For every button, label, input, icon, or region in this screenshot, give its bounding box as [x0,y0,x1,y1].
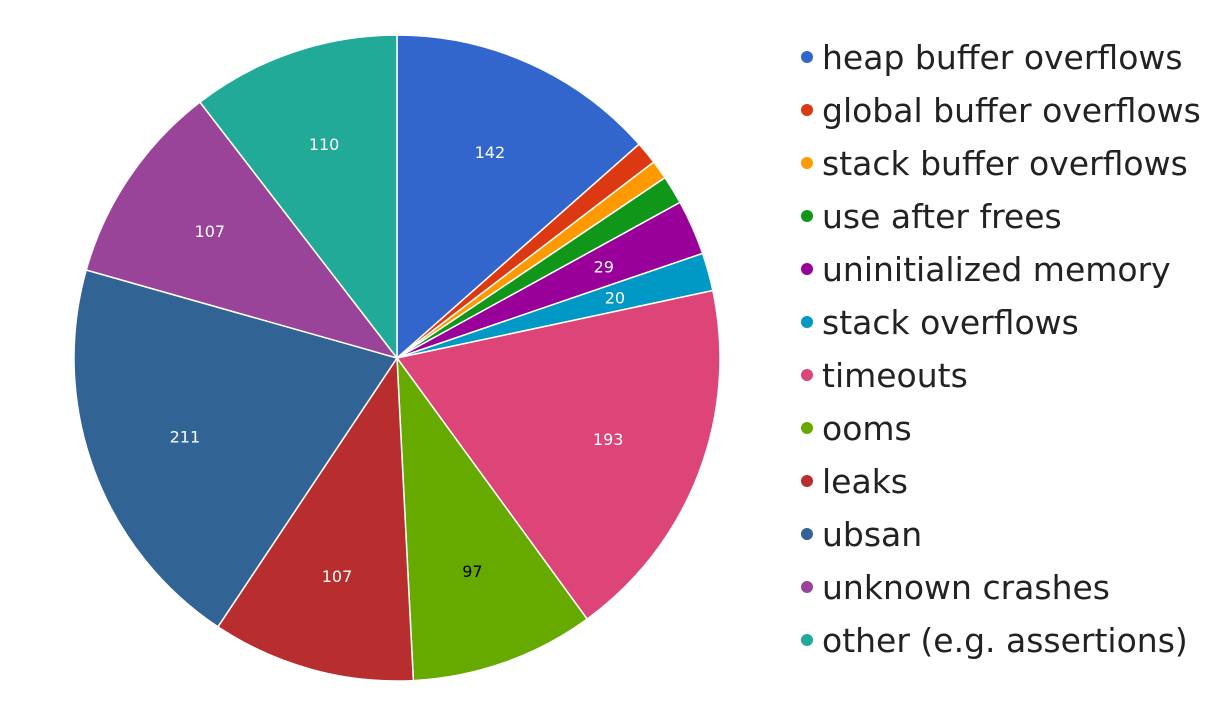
legend-label-global-buffer-overflows: global buffer overflows [822,91,1201,130]
pie-value-labels: 142 29 20 193 97 107 211 107 110 [170,135,625,586]
legend-swatch-ubsan [801,528,813,540]
legend-swatch-unknown-crashes [801,581,813,593]
slice-value-label-uninitialized-memory: 29 [594,258,614,277]
legend-label-ubsan: ubsan [822,515,922,554]
legend-swatch-use-after-frees [801,210,813,222]
slice-value-label-stack-overflows: 20 [605,289,625,308]
slice-value-label-timeouts: 193 [593,430,624,449]
slice-value-label-other-e-g-assertions: 110 [309,135,340,154]
legend-label-other-e-g-assertions: other (e.g. assertions) [822,621,1188,660]
slice-value-label-ubsan: 211 [170,427,201,446]
pie-slice-timeouts [395,289,721,621]
legend-swatch-leaks [801,475,813,487]
pie-slice-unknown-crashes [85,101,399,360]
legend-label-ooms: ooms [822,409,912,448]
legend-label-stack-overflows: stack overflows [822,303,1079,342]
legend-swatch-heap-buffer-overflows [801,51,813,63]
legend-swatch-stack-buffer-overflows [801,157,813,169]
legend-swatch-stack-overflows [801,316,813,328]
pie-slice-other-e-g-assertions [198,34,398,361]
slice-value-label-heap-buffer-overflows: 142 [475,143,506,162]
legend-swatch-global-buffer-overflows [801,104,813,116]
legend-label-use-after-frees: use after frees [822,197,1062,236]
legend-label-leaks: leaks [822,462,908,501]
slice-value-label-unknown-crashes: 107 [195,222,226,241]
legend-label-stack-buffer-overflows: stack buffer overflows [822,144,1188,183]
pie-slice-leaks [216,355,415,682]
legend-swatch-timeouts [801,369,813,381]
legend-label-timeouts: timeouts [822,356,968,395]
legend-swatch-uninitialized-memory [801,263,813,275]
legend-label-heap-buffer-overflows: heap buffer overflows [822,38,1183,77]
slice-value-label-ooms: 97 [462,562,482,581]
legend-swatch-ooms [801,422,813,434]
legend-swatch-other-e-g-assertions [801,634,813,646]
slice-value-label-leaks: 107 [322,567,353,586]
pie-slice-ooms [396,355,589,682]
pie-slices [73,34,721,682]
legend-label-unknown-crashes: unknown crashes [822,568,1110,607]
pie-slice-heap-buffer-overflows [396,34,641,360]
legend-label-uninitialized-memory: uninitialized memory [822,250,1171,289]
legend: heap buffer overflows global buffer overf… [801,38,1201,660]
pie-slice-ubsan [73,269,399,628]
